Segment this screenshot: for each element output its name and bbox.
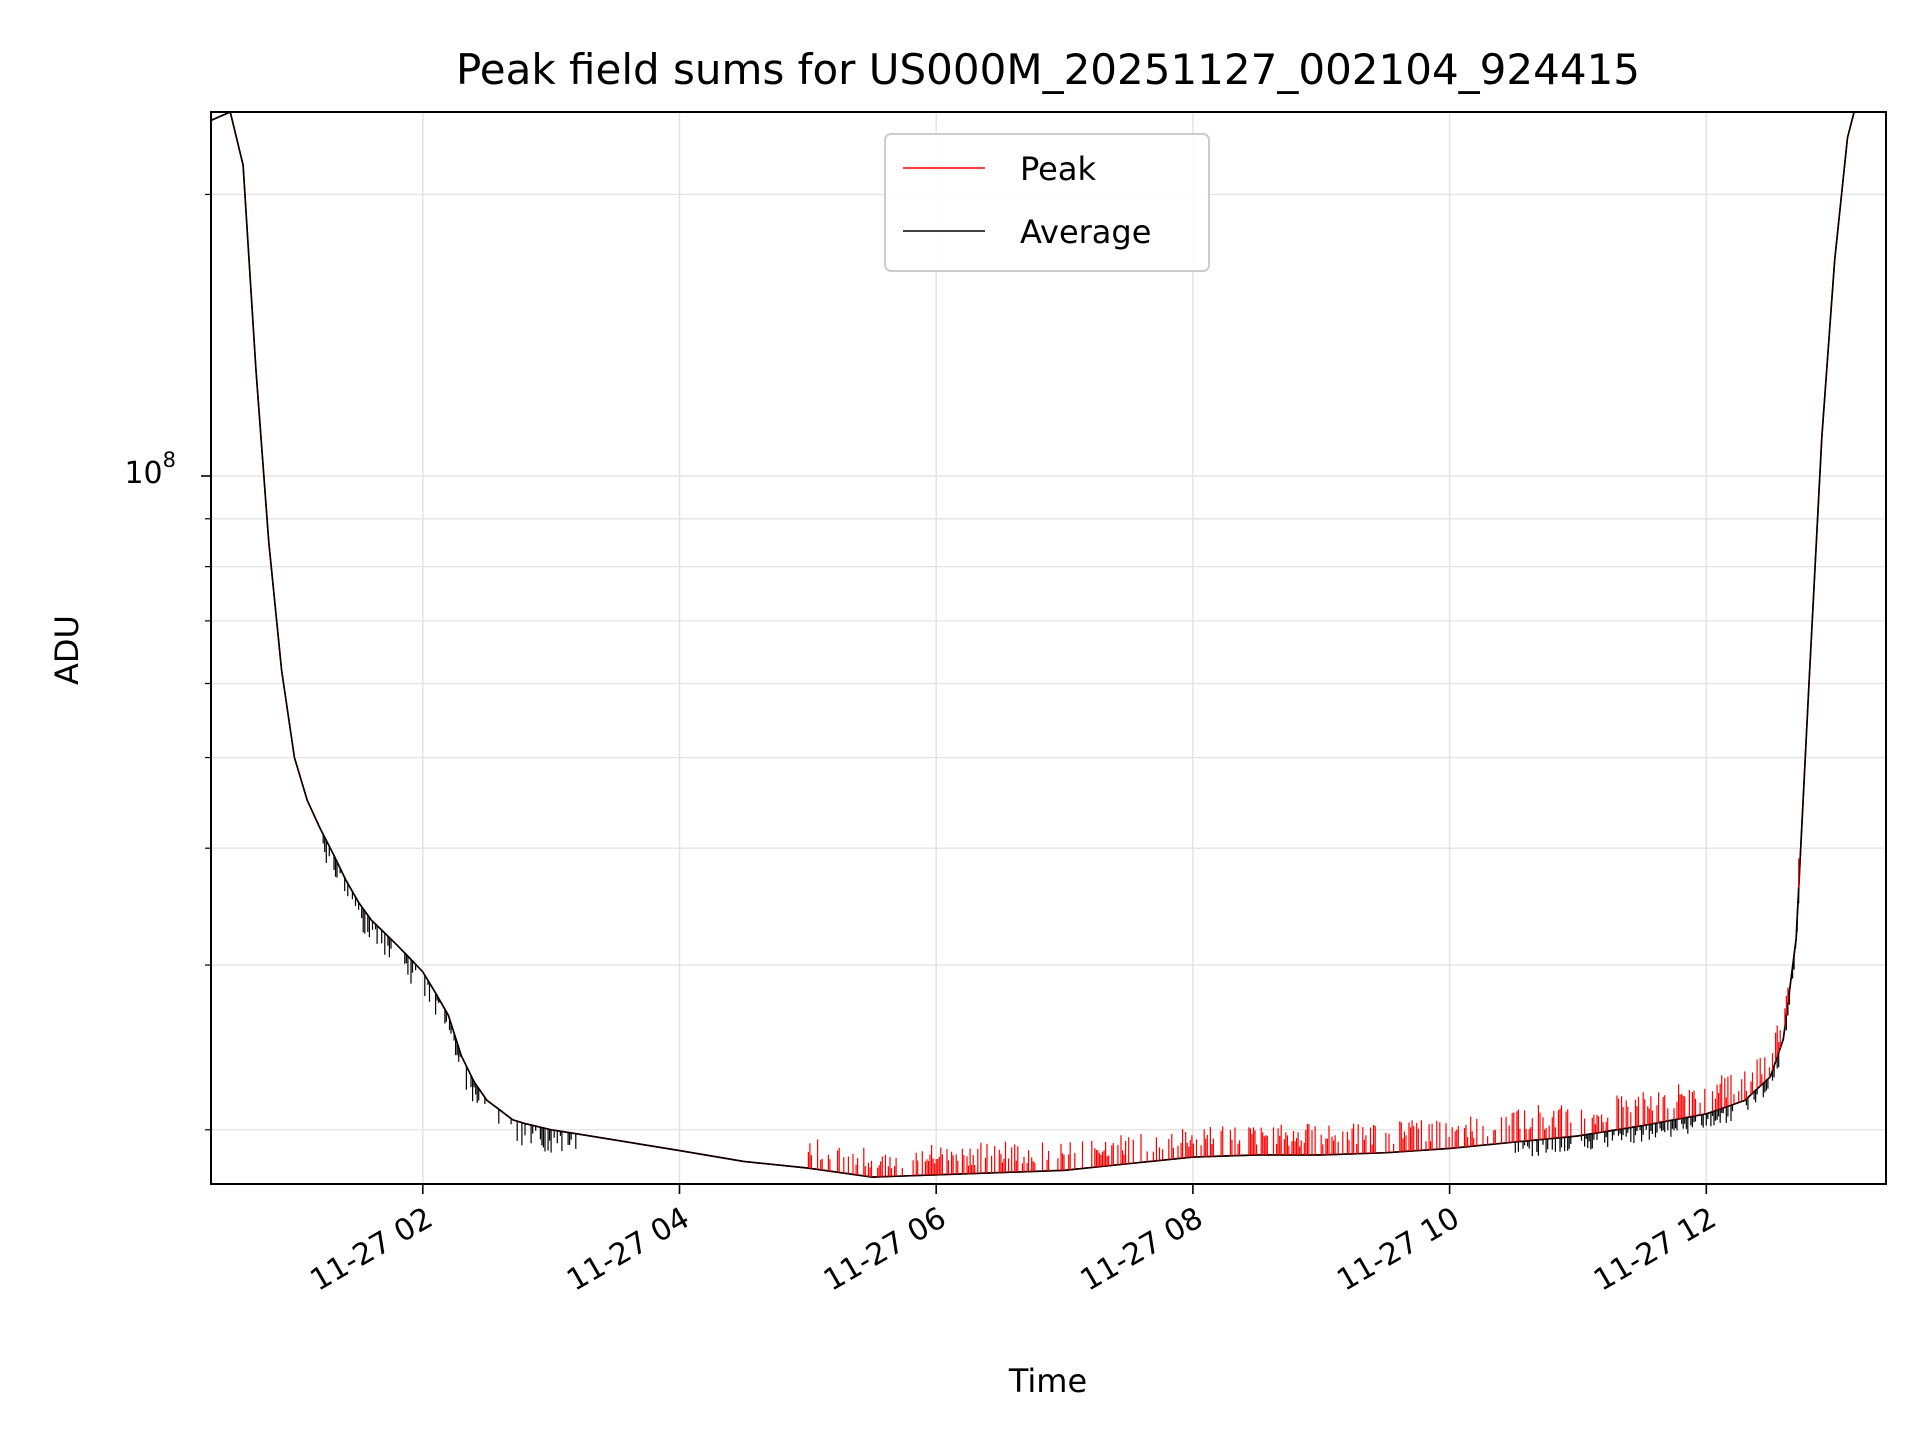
chart-title: Peak field sums for US000M_20251127_0021… [456, 45, 1640, 94]
legend-label-peak: Peak [1020, 150, 1096, 188]
y-axis [201, 193, 211, 1131]
plot-frame [210, 111, 1887, 1185]
y-axis-label: ADU [48, 615, 86, 685]
peak-spikes [807, 858, 1800, 1177]
y-tick-label-1e8: 108 [124, 448, 176, 491]
legend: Peak Average [884, 133, 1210, 272]
grid [211, 112, 1886, 1184]
average-spikes [322, 826, 1803, 1157]
noise-spikes [322, 826, 1803, 1177]
x-axis-label: Time [1008, 1362, 1087, 1400]
legend-label-average: Average [1020, 213, 1151, 251]
